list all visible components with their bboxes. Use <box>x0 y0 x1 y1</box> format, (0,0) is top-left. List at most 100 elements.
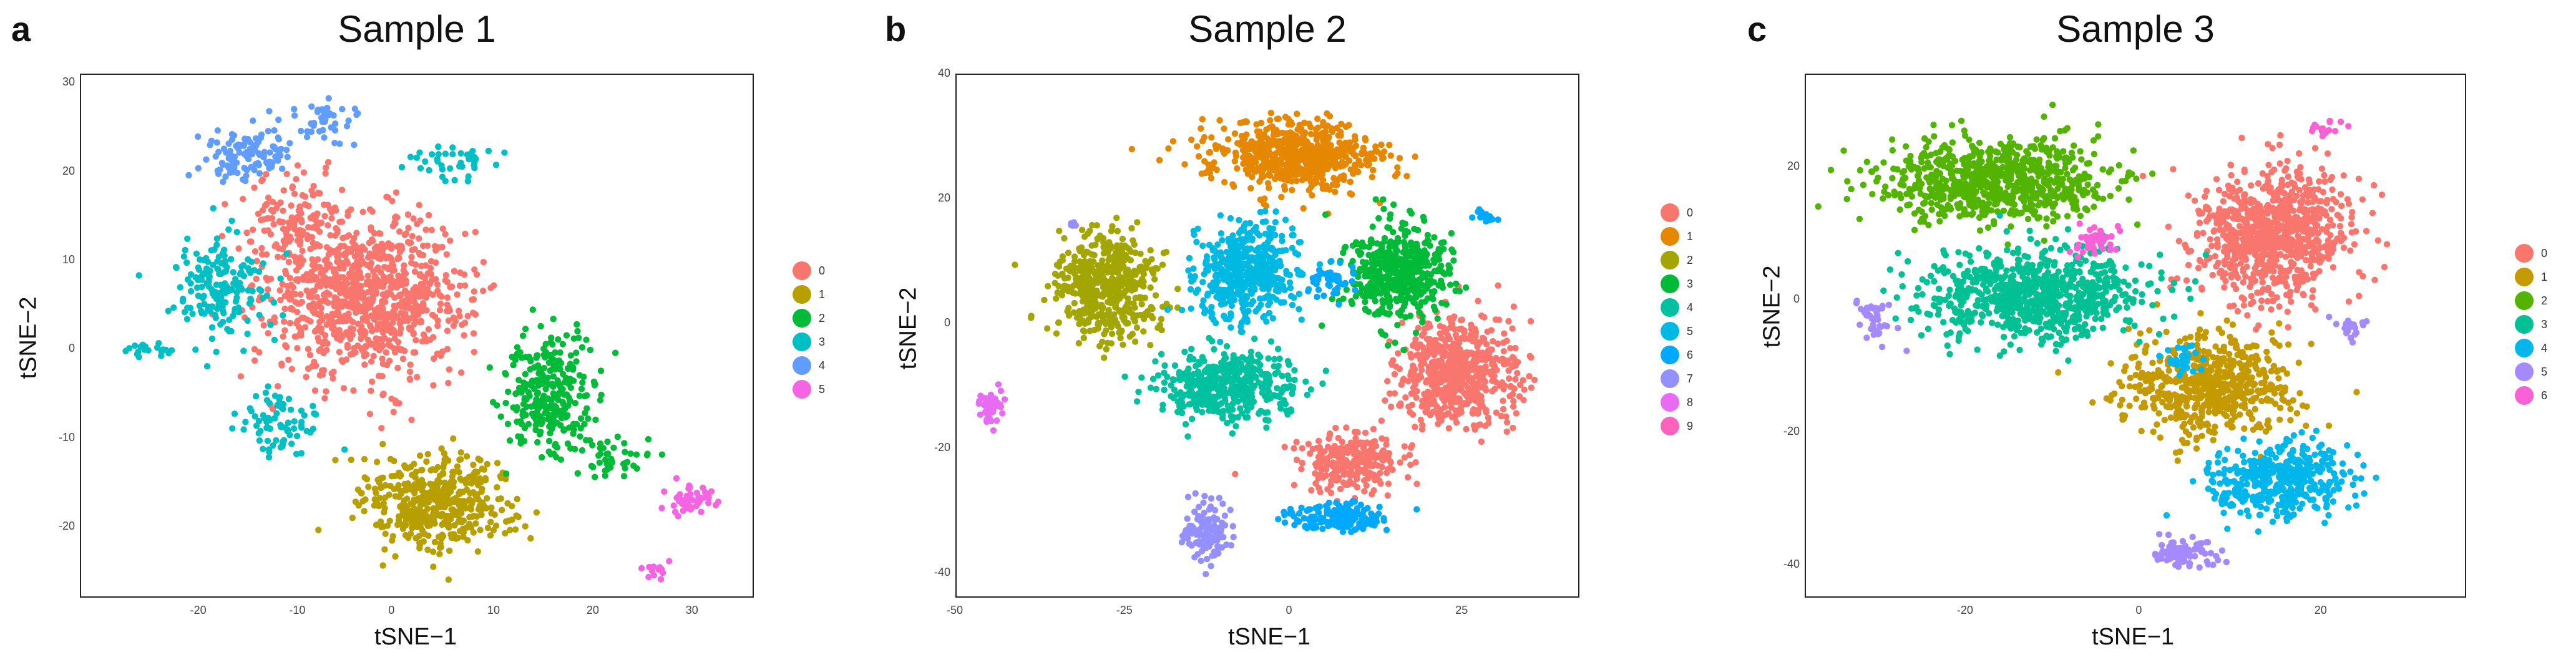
point-cluster-1 <box>1169 138 1177 145</box>
point-cluster-0 <box>401 347 408 354</box>
series-4-points <box>1121 328 1329 440</box>
point-cluster-0 <box>1531 376 1538 384</box>
point-cluster-0 <box>1313 464 1320 470</box>
point-cluster-0 <box>288 202 295 209</box>
point-cluster-4 <box>279 165 286 172</box>
point-cluster-3 <box>1462 284 1470 291</box>
point-cluster-2 <box>576 392 583 399</box>
point-cluster-2 <box>570 430 577 437</box>
point-cluster-2 <box>1122 308 1129 314</box>
point-cluster-3 <box>1401 249 1408 256</box>
point-cluster-4 <box>236 149 243 156</box>
point-cluster-1 <box>1294 126 1301 133</box>
point-cluster-0 <box>346 316 354 323</box>
point-cluster-0 <box>1408 442 1416 449</box>
point-cluster-0 <box>1513 410 1520 417</box>
point-cluster-2 <box>1100 239 1107 246</box>
point-cluster-0 <box>407 361 414 368</box>
point-cluster-1 <box>1194 143 1201 150</box>
point-cluster-0 <box>1406 452 1413 459</box>
point-cluster-0 <box>1390 357 1397 364</box>
point-cluster-2 <box>540 392 547 399</box>
point-cluster-2 <box>597 367 605 374</box>
point-cluster-1 <box>1284 162 1291 169</box>
point-cluster-4 <box>321 134 328 141</box>
point-cluster-1 <box>1313 179 1320 186</box>
point-cluster-1 <box>1208 175 1215 182</box>
point-cluster-0 <box>297 254 304 261</box>
point-cluster-0 <box>345 232 353 239</box>
point-cluster-1 <box>441 450 448 457</box>
point-cluster-1 <box>456 528 464 535</box>
point-cluster-2 <box>1085 319 1092 326</box>
point-cluster-2 <box>602 467 608 474</box>
scatter-plot <box>122 95 722 583</box>
point-cluster-1 <box>392 553 399 560</box>
point-cluster-3 <box>298 407 305 414</box>
legend-dot <box>793 356 811 375</box>
point-cluster-1 <box>1247 185 1254 192</box>
point-cluster-5 <box>638 565 645 572</box>
point-cluster-0 <box>431 313 439 320</box>
point-cluster-0 <box>1456 396 1463 403</box>
point-cluster-4 <box>1319 380 1326 387</box>
series-3-points <box>1319 196 1470 354</box>
point-cluster-1 <box>1285 170 1292 177</box>
point-cluster-3 <box>293 450 300 457</box>
point-cluster-0 <box>282 270 290 278</box>
point-cluster-3 <box>213 348 220 356</box>
point-cluster-0 <box>427 336 434 343</box>
point-cluster-1 <box>1326 186 1333 193</box>
point-cluster-0 <box>276 219 283 226</box>
point-cluster-0 <box>385 264 393 271</box>
point-cluster-4 <box>256 170 263 177</box>
point-cluster-3 <box>1448 230 1455 237</box>
point-cluster-3 <box>253 393 260 400</box>
legend-dot <box>793 333 811 351</box>
point-cluster-3 <box>293 432 301 440</box>
point-cluster-5 <box>645 573 652 581</box>
point-cluster-0 <box>1453 419 1460 426</box>
point-cluster-2 <box>1071 253 1078 260</box>
point-cluster-1 <box>416 513 422 520</box>
point-cluster-0 <box>1521 386 1528 393</box>
point-cluster-0 <box>1374 452 1381 459</box>
point-cluster-1 <box>404 495 411 502</box>
point-cluster-4 <box>231 153 238 160</box>
point-cluster-2 <box>535 362 542 369</box>
point-cluster-0 <box>1479 371 1486 378</box>
point-cluster-0 <box>369 298 376 305</box>
point-cluster-0 <box>1527 318 1534 325</box>
point-cluster-0 <box>402 287 409 294</box>
point-cluster-2 <box>1134 312 1141 319</box>
point-cluster-0 <box>1422 325 1428 332</box>
point-cluster-0 <box>428 277 435 284</box>
point-cluster-3 <box>1378 309 1385 316</box>
point-cluster-1 <box>1342 123 1350 130</box>
point-cluster-2 <box>1082 309 1089 316</box>
point-cluster-4 <box>351 142 358 148</box>
point-cluster-0 <box>291 222 298 229</box>
point-cluster-0 <box>379 360 386 367</box>
point-cluster-4 <box>266 108 273 115</box>
point-cluster-1 <box>435 487 442 495</box>
point-cluster-3 <box>1421 217 1428 224</box>
point-cluster-0 <box>430 355 437 362</box>
point-cluster-1 <box>421 500 429 507</box>
point-cluster-0 <box>1501 330 1508 337</box>
point-cluster-1 <box>1319 185 1327 192</box>
point-cluster-0 <box>301 324 309 331</box>
point-cluster-2 <box>1078 288 1085 296</box>
point-cluster-2 <box>581 392 588 400</box>
point-cluster-1 <box>371 485 379 492</box>
point-cluster-0 <box>1344 444 1351 451</box>
point-cluster-2 <box>515 433 522 440</box>
point-cluster-4 <box>1158 351 1165 357</box>
point-cluster-1 <box>1287 154 1294 161</box>
point-cluster-4 <box>222 173 229 180</box>
point-cluster-2 <box>589 442 596 449</box>
point-cluster-3 <box>1433 254 1440 261</box>
point-cluster-2 <box>572 445 578 453</box>
point-cluster-0 <box>1410 389 1417 397</box>
point-cluster-0 <box>339 303 346 310</box>
